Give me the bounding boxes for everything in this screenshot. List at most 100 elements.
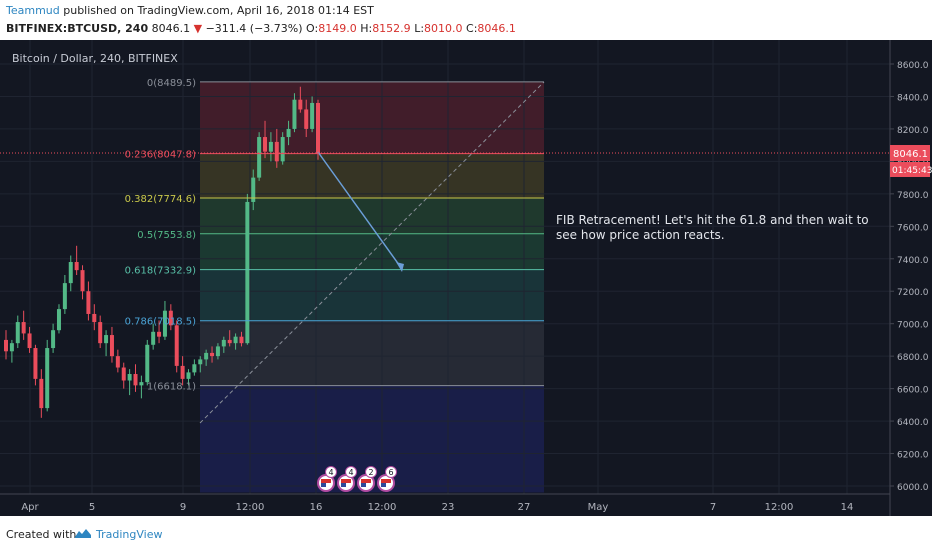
event-count: 4 (348, 468, 353, 477)
last-price-tag-text: 8046.1 (893, 149, 928, 160)
flag-stripe-icon (321, 479, 331, 483)
price-tick-label: 6200.0 (897, 451, 929, 461)
fib-band (200, 81, 544, 154)
time-tick-label: 5 (89, 502, 95, 513)
chart-title: Bitcoin / Dollar, 240, BITFINEX (12, 52, 178, 65)
candle-body (62, 283, 67, 310)
candle-body (86, 291, 91, 314)
low-value: 8010.0 (424, 22, 463, 35)
time-tick-label: 14 (841, 502, 854, 513)
fib-band (200, 320, 544, 386)
candle-body (198, 359, 203, 365)
candle-body (186, 372, 191, 379)
candle-body (298, 99, 303, 110)
event-badges: 4 4 2 6 (317, 466, 397, 492)
last-price: 8046.1 (151, 22, 191, 35)
price-tick-label: 8600.0 (897, 61, 929, 71)
fib-level-label: 0.382(7774.6) (125, 194, 197, 205)
price-tick-label: 8400.0 (897, 93, 929, 103)
fib-level-label: 0.786(7018.5) (125, 317, 197, 328)
fib-lines: 0(8489.5) 0.236(8047.8) 0.382(7774.6) 0.5(7… (125, 78, 544, 393)
candle-body (280, 137, 285, 162)
candle-body (4, 339, 8, 352)
price-tick-label: 6800.0 (897, 353, 929, 363)
candle-body (56, 309, 61, 331)
price-tick-label: 7200.0 (897, 288, 929, 298)
grid-lines (0, 40, 890, 494)
projection-arrow[interactable] (317, 151, 403, 270)
time-tick-label: 27 (518, 502, 531, 513)
price-axis: 8600.08400.08200.08000.07800.07600.07400… (889, 40, 932, 516)
candle-body (145, 344, 150, 383)
symbol-line: BITFINEX:BTCUSD, 240 8046.1 ▼ −311.4 (−3… (6, 22, 516, 35)
fib-trend-line[interactable] (199, 81, 545, 424)
time-tick-label: 12:00 (765, 502, 794, 513)
candle-body (292, 99, 297, 129)
time-tick-label: 9 (180, 502, 186, 513)
event-count: 4 (328, 468, 333, 477)
low-label: L: (414, 22, 425, 35)
price-tick-label: 6000.0 (897, 483, 929, 493)
candle-body (127, 374, 132, 381)
fib-level-label: 0.5(7553.8) (137, 230, 196, 241)
high-value: 8152.9 (372, 22, 411, 35)
flag-stripe-icon (341, 479, 351, 483)
tradingview-brand-link[interactable]: TradingView (96, 528, 163, 541)
candle-body (74, 262, 79, 271)
candle-body (162, 310, 167, 337)
candle-body (39, 378, 44, 409)
price-tick-label: 7800.0 (897, 191, 929, 201)
price-change: −311.4 (−3.73%) (205, 22, 303, 35)
candle-body (227, 339, 232, 344)
candle-body (139, 382, 144, 386)
candle-body (9, 343, 14, 352)
open-value: 8149.0 (318, 22, 357, 35)
candle-body (68, 262, 73, 284)
candle-body (268, 141, 273, 152)
candle-body (45, 348, 50, 409)
candle-body (121, 367, 126, 381)
fib-bands (200, 81, 544, 493)
candle-body (115, 356, 120, 368)
event-count-bubble (325, 466, 337, 478)
flag-canton-icon (341, 483, 346, 487)
candle-body (204, 352, 209, 360)
event-count-bubble (345, 466, 357, 478)
candle-body (286, 128, 291, 138)
time-tick-label: 16 (310, 502, 323, 513)
candle-body (109, 335, 114, 357)
candle-body (263, 137, 268, 152)
event-count: 2 (368, 468, 373, 477)
candle-body (98, 322, 103, 344)
open-label: O: (306, 22, 319, 35)
author-link[interactable]: Teammud (6, 4, 60, 17)
price-chart[interactable]: 0(8489.5) 0.236(8047.8) 0.382(7774.6) 0.5(7… (0, 40, 932, 516)
candle-body (274, 141, 279, 162)
time-tick-label: 12:00 (368, 502, 397, 513)
down-triangle-icon: ▼ (193, 22, 203, 35)
price-tick-label: 7600.0 (897, 223, 929, 233)
chart-annotation[interactable]: FIB Retracement! Let's hit the 61.8 and … (556, 213, 869, 242)
candle-body (180, 365, 185, 379)
price-tick-label: 7400.0 (897, 256, 929, 266)
candle-body (257, 137, 262, 178)
fib-level-label: 0(8489.5) (147, 78, 196, 89)
time-axis: Apr 5 9 12:00 16 12:00 23 27 May 7 12:00 14 (0, 493, 890, 513)
event-count-bubble (365, 466, 377, 478)
time-tick-label: May (588, 502, 609, 513)
candle-body (27, 333, 32, 349)
published-text: published on TradingView.com, April 16, … (63, 4, 374, 17)
fib-level-label: 0.236(8047.8) (125, 150, 197, 161)
candle-body (233, 336, 238, 344)
candle-body (251, 177, 256, 202)
fib-band (200, 233, 544, 270)
candle-body (304, 109, 309, 129)
event-count-bubble (385, 466, 397, 478)
candle-body (192, 364, 197, 373)
fib-band (200, 269, 544, 321)
flag-stripe-icon (381, 479, 391, 483)
footer: Created with TradingView (0, 516, 932, 550)
candle-body (15, 322, 20, 344)
candle-body (133, 374, 138, 386)
time-tick-label: Apr (21, 502, 39, 513)
